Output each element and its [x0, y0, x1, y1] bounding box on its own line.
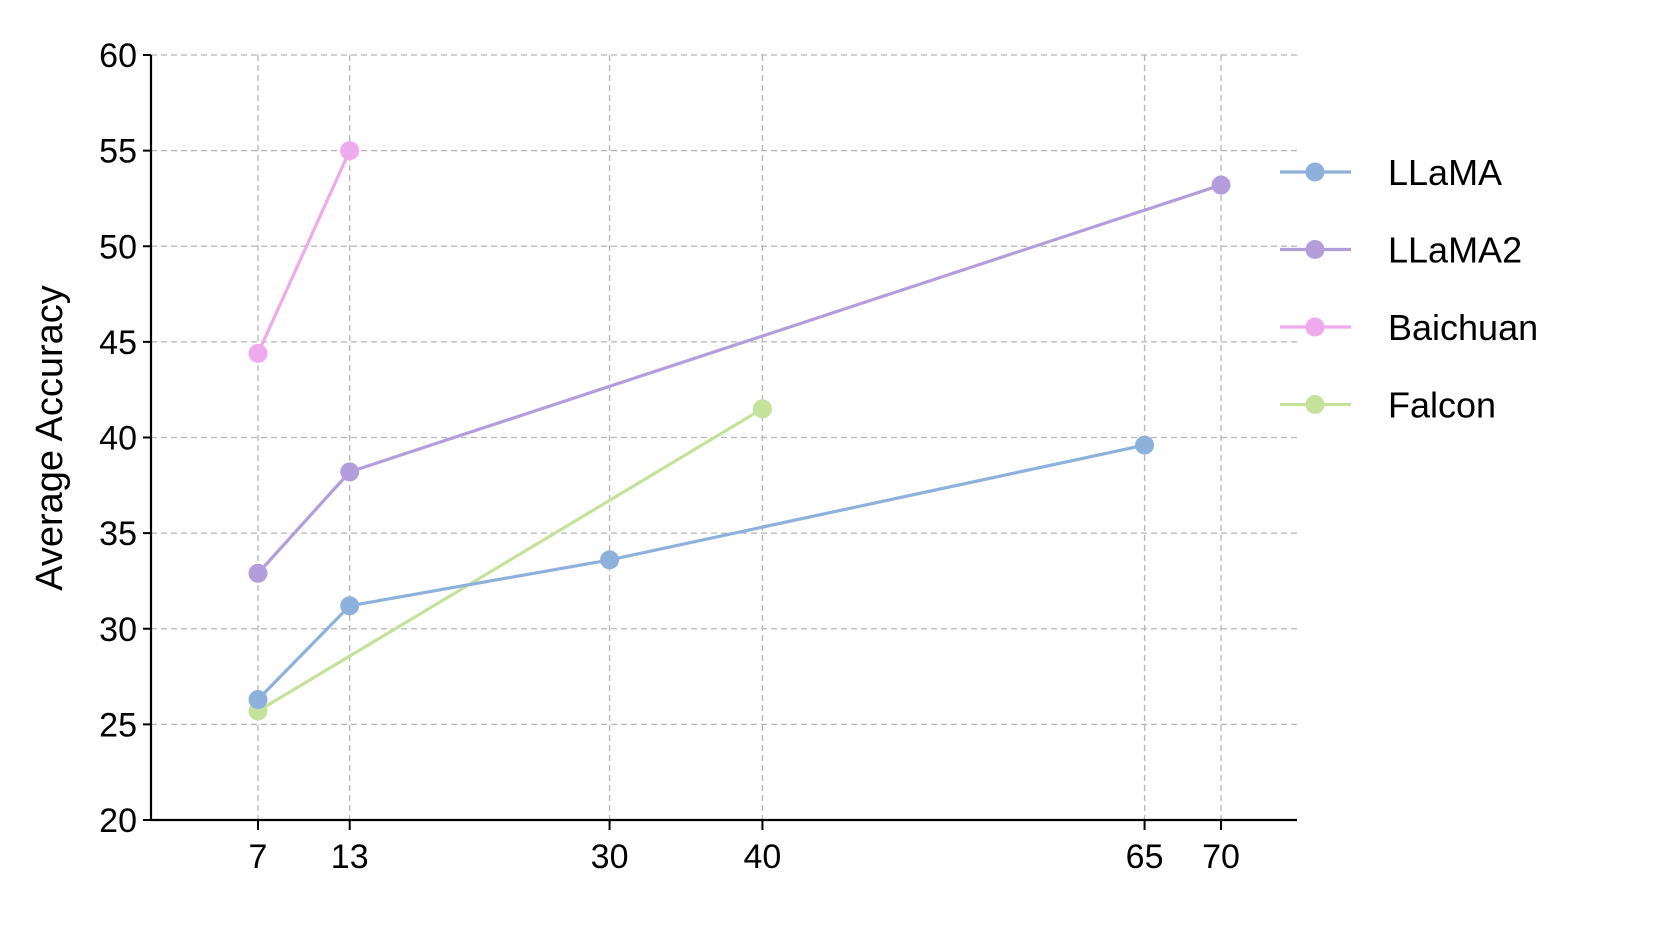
y-tick-label: 45 — [99, 324, 137, 362]
legend-label: Baichuan — [1388, 307, 1538, 348]
x-tick-label: 13 — [331, 838, 369, 876]
data-point-marker — [340, 596, 360, 616]
legend-marker-icon — [1305, 162, 1325, 182]
data-point-marker — [340, 462, 360, 482]
data-point-marker — [1211, 175, 1231, 195]
x-axis-ticks: 7 13 30 40 65 70 — [249, 820, 1240, 876]
y-tick-label: 35 — [99, 515, 137, 553]
legend-item-llama2: LLaMA2 — [1280, 230, 1522, 271]
y-tick-label: 40 — [99, 420, 137, 458]
series-line — [256, 443, 1145, 701]
legend-item-llama: LLaMA — [1280, 152, 1502, 193]
x-tick-label: 40 — [744, 838, 782, 876]
legend: LLaMA LLaMA2 Baichuan Falcon — [1280, 152, 1538, 426]
legend-marker-icon — [1305, 317, 1325, 337]
series-falcon — [248, 399, 772, 721]
series-line — [256, 183, 1222, 575]
data-point-marker — [248, 563, 268, 583]
series-line — [256, 149, 352, 355]
legend-marker-icon — [1305, 240, 1325, 259]
x-tick-label: 7 — [249, 838, 268, 876]
data-point-marker — [248, 690, 268, 710]
x-tick-label: 70 — [1202, 838, 1240, 876]
y-axis-label: Average Accuracy — [29, 285, 71, 591]
legend-label: LLaMA2 — [1388, 230, 1522, 271]
y-tick-label: 30 — [99, 611, 137, 649]
data-point-marker — [752, 399, 772, 419]
legend-item-falcon: Falcon — [1280, 385, 1496, 426]
series-baichuan — [248, 141, 360, 363]
legend-item-baichuan: Baichuan — [1280, 307, 1538, 348]
data-point-marker — [1135, 435, 1155, 455]
y-tick-label: 50 — [99, 228, 137, 266]
y-tick-label: 55 — [99, 133, 137, 171]
data-point-marker — [248, 343, 268, 363]
y-tick-label: 60 — [99, 37, 137, 75]
data-point-marker — [600, 550, 620, 570]
series-line — [257, 407, 764, 713]
data-series — [248, 141, 1231, 721]
y-tick-label: 20 — [99, 802, 137, 840]
series-llama — [248, 435, 1155, 710]
data-point-marker — [340, 141, 360, 161]
series-llama2 — [248, 175, 1231, 583]
y-axis-ticks: 20 25 30 35 40 45 50 55 60 — [99, 37, 151, 840]
x-tick-label: 30 — [591, 838, 629, 876]
legend-label: LLaMA — [1388, 152, 1502, 193]
grid-lines — [151, 54, 1297, 820]
legend-label: Falcon — [1388, 385, 1496, 426]
legend-marker-icon — [1305, 395, 1325, 414]
y-tick-label: 25 — [99, 706, 137, 744]
x-tick-label: 65 — [1126, 838, 1164, 876]
